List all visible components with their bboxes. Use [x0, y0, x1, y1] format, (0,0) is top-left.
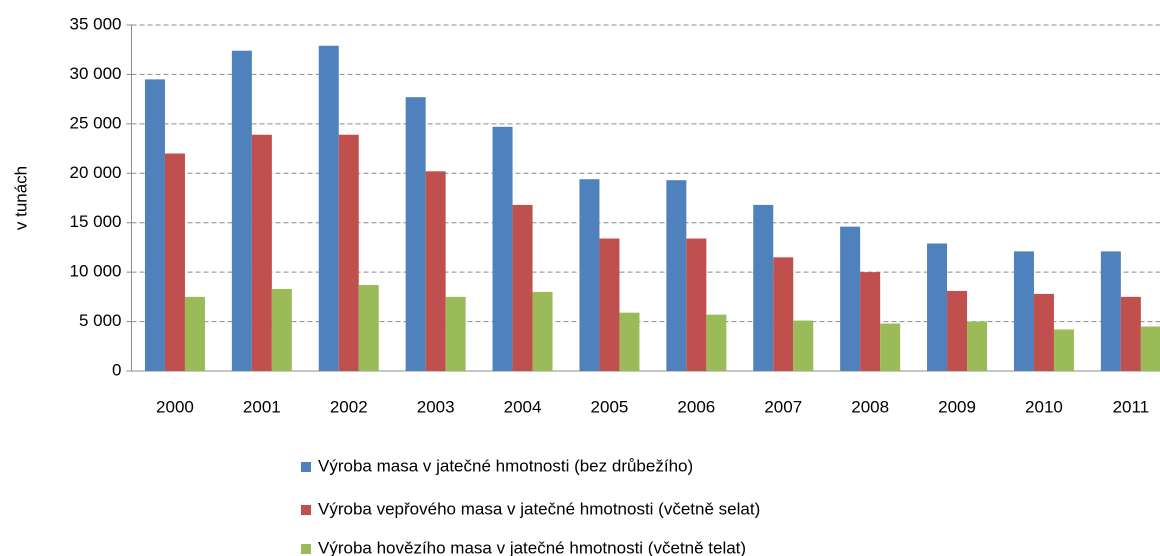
- y-tick-label: 35 000: [70, 14, 122, 33]
- legend-label: Výroba masa v jatečné hmotnosti (bez drů…: [318, 456, 693, 475]
- bar: [184, 296, 205, 371]
- bar: [492, 126, 513, 371]
- bar: [144, 79, 165, 371]
- bar: [599, 238, 620, 371]
- bar: [164, 153, 185, 371]
- bar: [686, 238, 707, 371]
- bar: [1140, 326, 1160, 371]
- x-tick-label: 2006: [677, 397, 715, 416]
- x-tick-label: 2010: [1025, 397, 1063, 416]
- y-tick-label: 5 000: [79, 311, 122, 330]
- legend-label: Výroba hovězího masa v jatečné hmotnosti…: [318, 538, 746, 556]
- bar: [271, 288, 292, 371]
- bar: [512, 204, 533, 371]
- bar: [793, 320, 814, 371]
- x-tick-label: 2004: [504, 397, 542, 416]
- x-tick-label: 2005: [591, 397, 629, 416]
- y-tick-label: 30 000: [70, 64, 122, 83]
- bar: [619, 312, 640, 371]
- bar: [753, 204, 774, 371]
- bar: [1120, 296, 1141, 371]
- x-tick-label: 2001: [243, 397, 281, 416]
- y-axis-label: v tunách: [11, 166, 30, 230]
- x-tick-label: 2008: [851, 397, 889, 416]
- bar: [425, 171, 446, 371]
- bar: [318, 45, 339, 371]
- bar: [338, 134, 359, 371]
- x-tick-label: 2007: [764, 397, 802, 416]
- bar: [927, 243, 948, 371]
- bar: [532, 291, 553, 371]
- bar: [1013, 251, 1034, 371]
- y-tick-label: 25 000: [70, 113, 122, 132]
- x-tick-label: 2000: [156, 397, 194, 416]
- legend-swatch: [301, 544, 311, 554]
- bar: [445, 296, 466, 371]
- bar: [358, 284, 379, 371]
- bar: [860, 272, 881, 371]
- bar: [967, 321, 988, 371]
- legend-label: Výroba vepřového masa v jatečné hmotnost…: [318, 499, 760, 518]
- legend-swatch: [301, 505, 311, 515]
- bar: [947, 290, 968, 371]
- bar: [405, 97, 426, 371]
- bar: [1100, 251, 1121, 371]
- bar: [840, 226, 861, 371]
- y-tick-label: 20 000: [70, 163, 122, 182]
- x-tick-label: 2003: [417, 397, 455, 416]
- bar: [231, 50, 252, 372]
- legend-swatch: [301, 462, 311, 472]
- x-tick-label: 2011: [1113, 397, 1150, 416]
- y-tick-label: 15 000: [70, 212, 122, 231]
- x-tick-label: 2009: [938, 397, 976, 416]
- y-tick-label: 10 000: [70, 262, 122, 281]
- x-tick-label: 2002: [330, 397, 368, 416]
- bar: [579, 179, 600, 371]
- bar: [666, 180, 687, 371]
- bar: [1033, 293, 1054, 371]
- bar: [251, 134, 272, 371]
- y-tick-label: 0: [112, 360, 121, 379]
- bar: [880, 323, 901, 371]
- bar: [773, 257, 794, 371]
- bar: [706, 314, 727, 371]
- bar: [1053, 329, 1074, 371]
